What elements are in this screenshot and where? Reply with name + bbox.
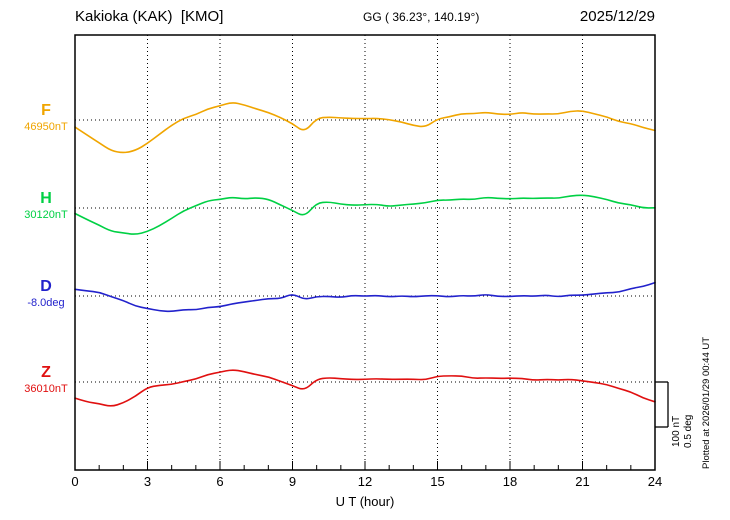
series-baseline-value-D: -8.0deg xyxy=(27,297,65,309)
x-tick-label-3: 3 xyxy=(143,474,152,489)
x-tick-label-15: 15 xyxy=(430,474,445,489)
trace-Z xyxy=(74,369,656,407)
x-tick-label-24: 24 xyxy=(647,474,663,489)
plot-date: 2025/12/29 xyxy=(579,8,655,25)
x-tick-label-18: 18 xyxy=(502,474,518,489)
station-title: Kakioka (KAK) [KMO] xyxy=(75,8,224,25)
x-tick-label-12: 12 xyxy=(357,474,373,489)
series-letter-D: D xyxy=(40,278,52,295)
series-letter-F: F xyxy=(41,102,51,119)
x-axis-title: U T (hour) xyxy=(335,494,395,509)
x-tick-label-21: 21 xyxy=(575,474,590,489)
x-tick-label-6: 6 xyxy=(216,474,224,489)
series-letter-Z: Z xyxy=(41,364,51,381)
series-baseline-value-Z: 36010nT xyxy=(24,383,68,395)
geographic-coords: GG ( 36.23°, 140.19°) xyxy=(363,10,480,24)
scalebar-label-nt: 100 nT xyxy=(671,415,682,447)
scalebar-label-deg: 0.5 deg xyxy=(683,414,694,448)
plot-frame xyxy=(74,34,656,471)
trace-D xyxy=(74,281,656,313)
plotted-timestamp: Plotted at 2026/01/29 00:44 UT xyxy=(701,336,712,469)
series-label-D: D -8.0deg xyxy=(10,277,82,310)
series-label-H: H 30120nT xyxy=(10,189,82,222)
series-label-Z: Z 36010nT xyxy=(10,363,82,396)
series-baseline-value-F: 46950nT xyxy=(24,121,68,133)
series-label-F: F 46950nT xyxy=(10,101,82,134)
trace-F xyxy=(74,102,656,154)
series-letter-H: H xyxy=(40,190,52,207)
x-tick-label-0: 0 xyxy=(71,474,79,489)
trace-H xyxy=(74,194,656,235)
x-tick-label-9: 9 xyxy=(288,474,297,489)
series-baseline-value-H: 30120nT xyxy=(24,209,68,221)
